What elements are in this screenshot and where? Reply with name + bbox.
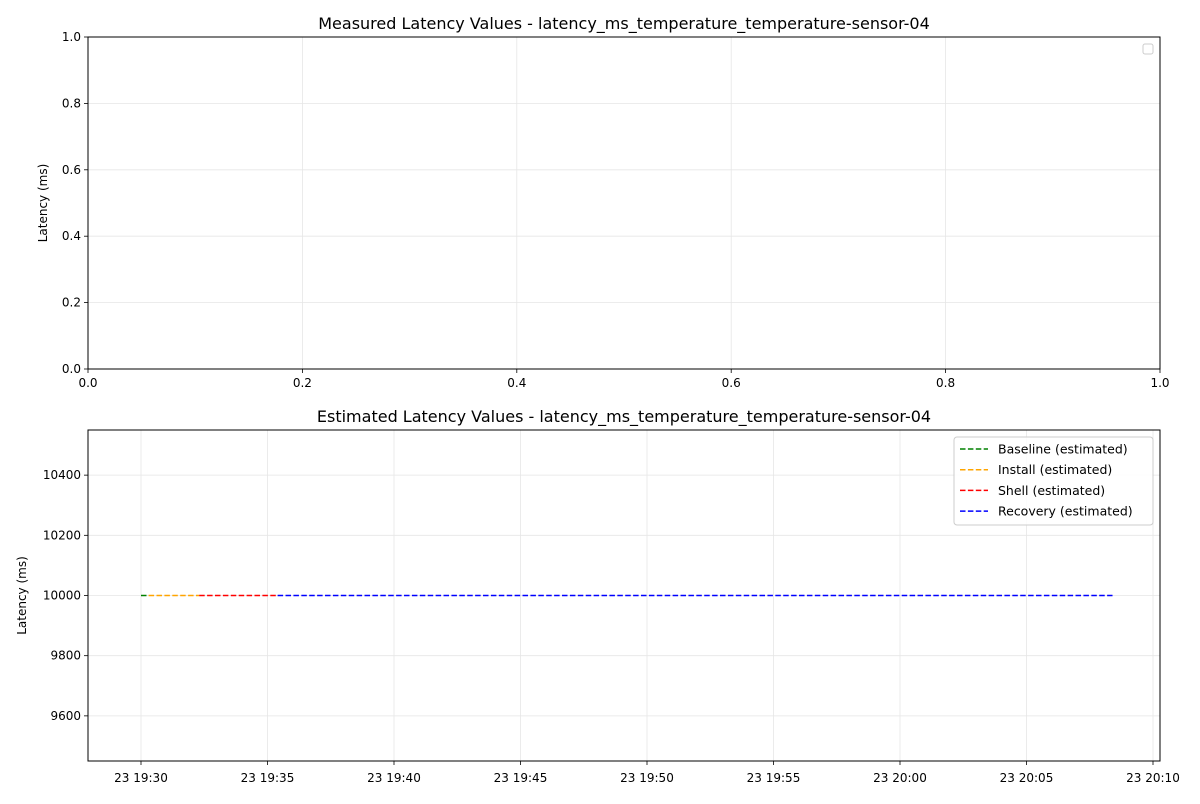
x-tick-label: 23 19:50 — [620, 771, 674, 785]
estimated-latency-axes: 23 19:30 23 19:35 23 19:40 23 19:45 23 19:50… — [15, 407, 1180, 785]
y-tick-label: 9800 — [50, 649, 81, 663]
x-tick-label: 0.6 — [722, 376, 741, 390]
legend-label: Recovery (estimated) — [998, 504, 1133, 519]
legend-box — [953, 436, 1154, 526]
y-tick-label: 10000 — [43, 589, 81, 603]
y-tick-label: 0.2 — [62, 296, 81, 310]
axes-frame — [87, 429, 1161, 762]
y-tick-label: 9600 — [50, 709, 81, 723]
legend: Baseline (estimated) Install (estimated) S… — [953, 436, 1154, 526]
chart-title: Measured Latency Values - latency_ms_tem… — [318, 14, 930, 34]
x-tick-label: 23 20:10 — [1126, 771, 1180, 785]
x-tick-label: 23 20:05 — [1000, 771, 1054, 785]
x-tick-label: 23 20:00 — [873, 771, 927, 785]
y-tick-label: 1.0 — [62, 30, 81, 44]
x-tick-label: 23 19:45 — [494, 771, 548, 785]
measured-latency-axes: 0.0 0.2 0.4 0.6 0.8 1.0 0.0 0.2 0.4 0.6 0.8 1.0 Meas… — [36, 14, 1170, 390]
legend-label: Baseline (estimated) — [998, 442, 1128, 457]
x-tick-label: 23 19:30 — [114, 771, 168, 785]
axes-frame — [87, 36, 1161, 370]
x-tick-label: 0.2 — [293, 376, 312, 390]
y-tick-label: 0.0 — [62, 362, 81, 376]
y-tick-label: 0.8 — [62, 96, 81, 110]
x-tick-label: 1.0 — [1150, 376, 1169, 390]
x-tick-label: 23 19:40 — [367, 771, 421, 785]
y-axis-label: Latency (ms) — [36, 164, 50, 243]
y-tick-label: 10400 — [43, 468, 81, 482]
legend-label: Install (estimated) — [998, 462, 1112, 477]
y-tick-label: 10200 — [43, 528, 81, 542]
chart-title: Estimated Latency Values - latency_ms_te… — [317, 407, 931, 427]
x-tick-label: 0.8 — [936, 376, 955, 390]
x-tick-label: 23 19:35 — [241, 771, 295, 785]
legend-empty — [1142, 43, 1154, 55]
x-tick-label: 0.0 — [78, 376, 97, 390]
legend-label: Shell (estimated) — [998, 483, 1105, 498]
x-tick-label: 0.4 — [507, 376, 526, 390]
y-tick-label: 0.4 — [62, 229, 81, 243]
y-tick-label: 0.6 — [62, 163, 81, 177]
x-tick-label: 23 19:55 — [747, 771, 801, 785]
y-axis-label: Latency (ms) — [15, 556, 29, 635]
